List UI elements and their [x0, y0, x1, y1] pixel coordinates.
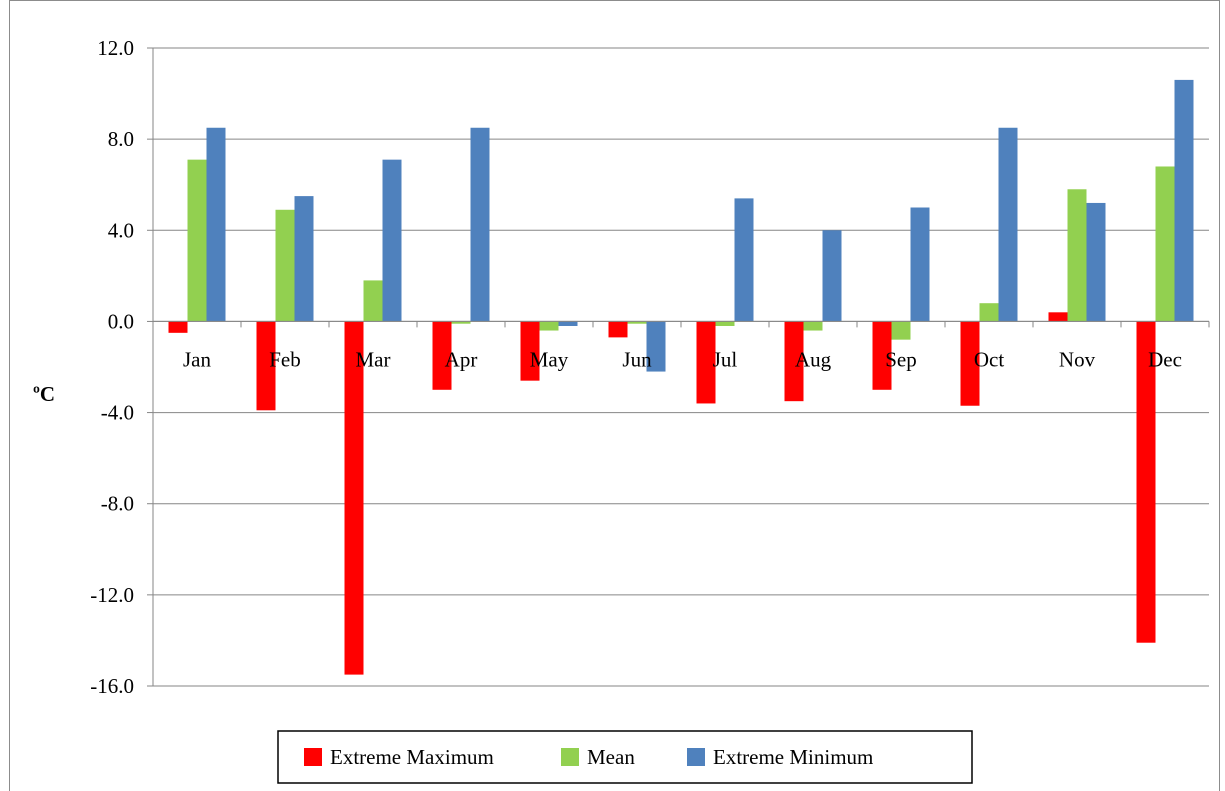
bar-dec-series-3: [1174, 79, 1194, 322]
category-label: Nov: [1059, 347, 1096, 371]
y-tick-labels: 12.0 8.0 4.0 0.0 -4.0 -8.0 -12.0 -16.0: [90, 36, 134, 698]
category-labels: Jan Feb Mar Apr May Jun Jul Aug Sep Oct Nov Dec: [183, 347, 1182, 371]
y-axis-title: ºC: [33, 382, 55, 406]
category-label: Jun: [622, 347, 652, 371]
bar-nov-series-2: [1067, 189, 1087, 322]
gridlines: [147, 47, 1209, 687]
bar-apr-series-3: [470, 127, 490, 322]
legend-swatch: [561, 748, 579, 766]
legend-label: Mean: [587, 745, 635, 769]
legend-items: Extreme Maximum Mean Extreme Minimum: [304, 745, 873, 769]
y-tick-label: -12.0: [90, 583, 134, 607]
bar-mar-series-3: [382, 159, 402, 322]
bar-jan-series-3: [206, 127, 226, 322]
category-label: Oct: [974, 347, 1004, 371]
bar-aug-series-1: [784, 321, 804, 402]
bar-may-series-2: [539, 321, 559, 331]
y-tick-label: 0.0: [108, 309, 134, 333]
y-tick-label: 4.0: [108, 218, 134, 242]
bar-jun-series-2: [627, 321, 647, 324]
category-label: Aug: [795, 347, 832, 371]
legend-box: [277, 730, 973, 784]
y-tick-label: 12.0: [97, 36, 134, 60]
bar-oct-series-2: [979, 303, 999, 322]
category-label: Mar: [356, 347, 391, 371]
y-tick-label: -16.0: [90, 674, 134, 698]
bar-may-series-3: [558, 321, 578, 326]
bar-aug-series-2: [803, 321, 823, 331]
legend: Extreme Maximum Mean Extreme Minimum: [277, 730, 973, 784]
y-tick-label: -4.0: [101, 401, 134, 425]
bar-nov-series-3: [1086, 202, 1106, 322]
category-label: Sep: [885, 347, 917, 371]
category-label: Dec: [1148, 347, 1182, 371]
bar-jan-series-2: [187, 159, 207, 322]
bar-apr-series-1: [432, 321, 452, 390]
bar-sep-series-1: [872, 321, 892, 390]
bar-may-series-1: [520, 321, 540, 381]
legend-swatch: [687, 748, 705, 766]
bar-jul-series-3: [734, 198, 754, 322]
legend-swatch: [304, 748, 322, 766]
category-label: Feb: [269, 347, 301, 371]
bar-dec-series-2: [1155, 166, 1175, 322]
bar-nov-series-1: [1048, 312, 1068, 322]
bar-mar-series-2: [363, 280, 383, 322]
bar-sep-series-2: [891, 321, 911, 340]
bar-dec-series-1: [1136, 321, 1156, 643]
category-label: Jan: [183, 347, 211, 371]
bar-oct-series-1: [960, 321, 980, 406]
bar-jun-series-1: [608, 321, 628, 338]
category-label: Jul: [713, 347, 738, 371]
bar-feb-series-3: [294, 196, 314, 322]
bar-aug-series-3: [822, 230, 842, 322]
y-tick-label: 8.0: [108, 127, 134, 151]
bar-jul-series-2: [715, 321, 735, 326]
bar-sep-series-3: [910, 207, 930, 322]
category-label: Apr: [445, 347, 478, 371]
bars: [168, 79, 1194, 675]
bar-feb-series-1: [256, 321, 276, 411]
category-label: May: [530, 347, 569, 371]
bar-apr-series-2: [451, 321, 471, 324]
legend-label: Extreme Maximum: [330, 745, 494, 769]
zero-axis: [152, 320, 1210, 328]
legend-label: Extreme Minimum: [713, 745, 873, 769]
y-tick-label: -8.0: [101, 492, 134, 516]
bar-feb-series-2: [275, 209, 295, 322]
bar-jan-series-1: [168, 321, 188, 333]
bar-jul-series-1: [696, 321, 716, 404]
bar-oct-series-3: [998, 127, 1018, 322]
bar-jun-series-3: [646, 321, 666, 372]
bar-mar-series-1: [344, 321, 364, 675]
